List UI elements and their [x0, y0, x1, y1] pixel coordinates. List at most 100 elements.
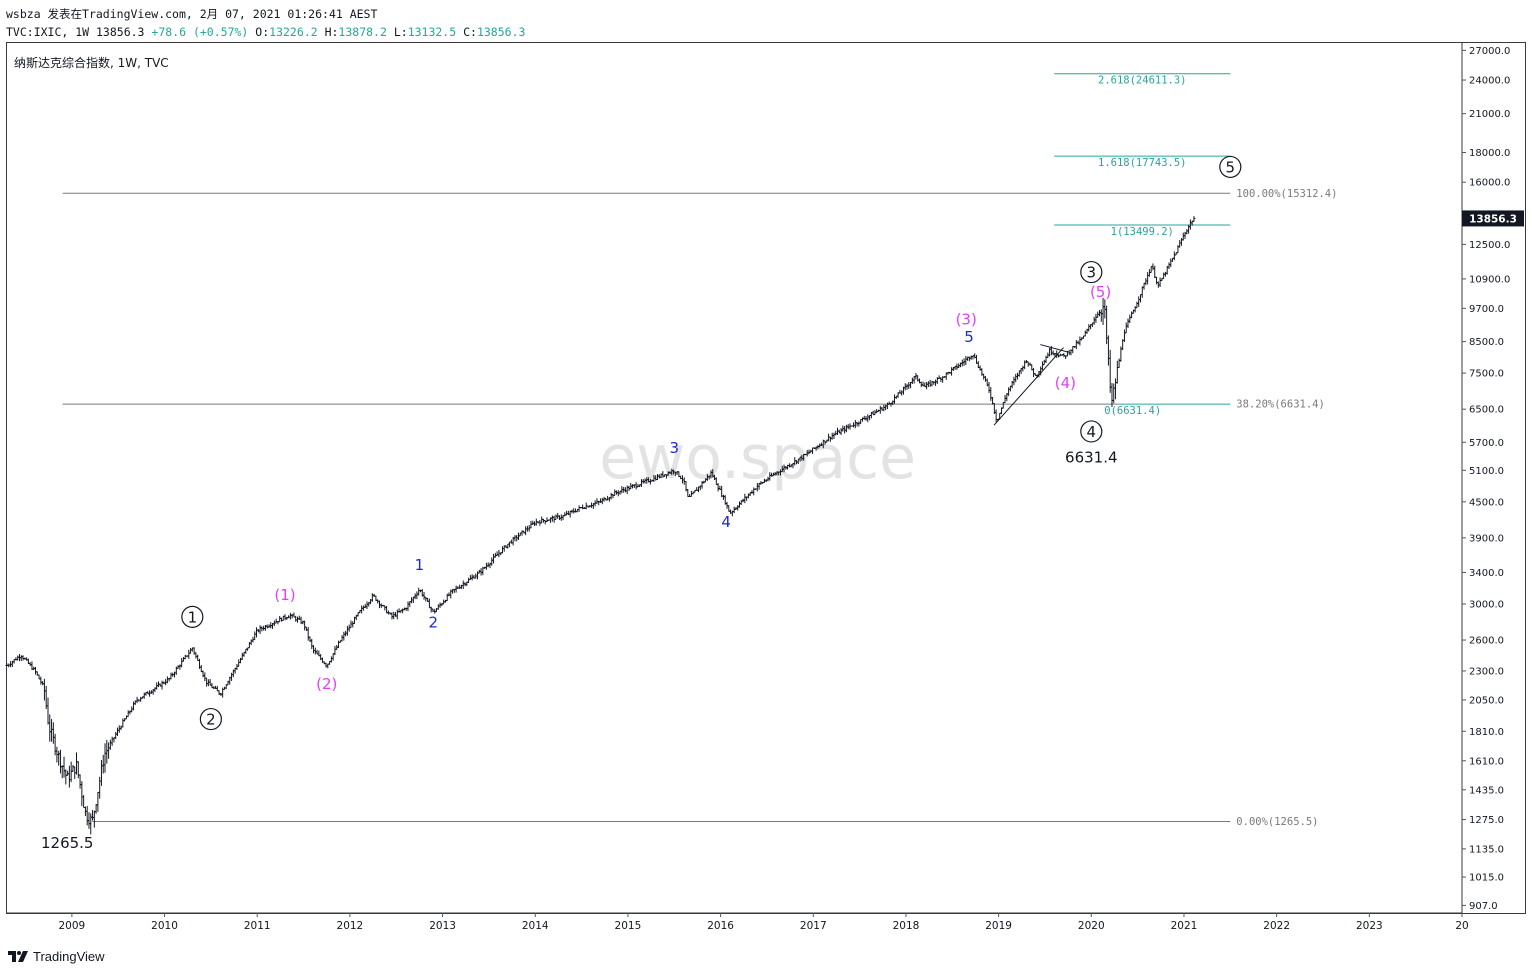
price-tick-label: 9700.0 [1469, 304, 1504, 315]
ohlc-bar [404, 607, 408, 611]
close-value: 13856.3 [476, 25, 526, 39]
price-tick-label: 1015.0 [1469, 873, 1504, 884]
ohlc-bar [964, 355, 968, 366]
ohlc-bar [19, 655, 23, 662]
ohlc-bar [249, 639, 253, 646]
ohlc-bar [101, 754, 105, 774]
ohlc-bar [454, 585, 458, 593]
ohlc-bar [609, 492, 613, 500]
low-label: L: [393, 25, 408, 39]
ohlc-bar [230, 672, 234, 681]
ohlc-bar [187, 649, 191, 659]
ohlc-bar [240, 652, 244, 660]
ohlc-bar [306, 626, 310, 641]
high-value: 13878.2 [338, 25, 387, 39]
ohlc-bar [46, 697, 50, 725]
ohlc-bar [64, 769, 68, 785]
ohlc-bar [351, 621, 355, 628]
ohlc-bar [329, 656, 333, 663]
trendline[interactable] [1040, 344, 1069, 353]
ohlc-bar [255, 627, 259, 638]
ohlc-bar [235, 664, 239, 671]
ohlc-bar [1007, 387, 1011, 396]
wave-label-sub: 2 [429, 614, 439, 632]
close-label: C: [463, 25, 477, 39]
ohlc-bar [955, 363, 959, 370]
ohlc-bar [21, 655, 25, 661]
ohlc-bar [91, 810, 95, 821]
ohlc-bar [96, 791, 100, 812]
time-tick-label: 2015 [615, 920, 642, 932]
ohlc-bar [283, 614, 287, 621]
wave-label-sub: 1 [415, 556, 425, 574]
wave-label-circled: 2 [206, 711, 216, 729]
ohlc-bar [67, 765, 71, 788]
ohlc-bar [1140, 286, 1144, 298]
low-value: 13132.5 [407, 25, 457, 39]
ohlc-bar [342, 631, 346, 641]
time-tick-label: 2018 [893, 920, 920, 932]
ohlc-bar [174, 666, 178, 675]
ohlc-bar [310, 638, 314, 650]
ohlc-bar [1188, 219, 1192, 230]
last-price-tag[interactable] [1462, 210, 1524, 227]
trendline[interactable] [993, 347, 1064, 426]
price-tick-label: 1610.0 [1469, 756, 1504, 767]
ohlc-bar [461, 580, 465, 589]
ohlc-bar [1114, 378, 1118, 400]
ohlc-bar [1179, 238, 1183, 246]
ohlc-bar [923, 382, 927, 388]
price-tick-label: 10900.0 [1469, 274, 1510, 285]
ohlc-bar [531, 520, 535, 525]
ohlc-bar [878, 406, 882, 414]
wave-label-sub: 4 [721, 513, 731, 531]
ohlc-bar [1133, 306, 1137, 313]
wave-label-circled: 3 [1087, 264, 1097, 282]
ohlc-bar [71, 764, 75, 772]
ohlc-bar [572, 508, 576, 514]
ohlc-bar [132, 701, 136, 711]
fib-level-label: 38.20%(6631.4) [1236, 399, 1325, 411]
price-tick-label: 3900.0 [1469, 533, 1504, 544]
ohlc-bar [882, 404, 886, 412]
fib-level-label: 0(6631.4) [1104, 405, 1161, 417]
ohlc-bar [192, 647, 196, 655]
ohlc-bar [206, 679, 210, 687]
ohlc-bar [1155, 276, 1159, 285]
symbol-label[interactable]: TVC:IXIC, 1W 13856.3 [6, 25, 145, 39]
ohlc-bar [331, 653, 335, 661]
ohlc-bar [971, 355, 975, 360]
ohlc-bar [1144, 278, 1148, 286]
footer-brand[interactable]: TradingView [33, 948, 105, 964]
price-tick-label: 24000.0 [1469, 76, 1510, 87]
ohlc-bar [99, 759, 103, 786]
ohlc-bar [1051, 350, 1055, 356]
ohlc-bar [278, 616, 282, 623]
ohlc-bar [415, 591, 419, 600]
ohlc-bar [606, 495, 610, 501]
ohlc-bar [1158, 277, 1162, 287]
ohlc-bar [78, 774, 82, 789]
ohlc-bar [115, 727, 119, 736]
ohlc-bar [1128, 314, 1132, 324]
high-label: H: [324, 25, 339, 39]
ohlc-bar [1087, 324, 1091, 332]
ohlc-bar [909, 381, 913, 389]
ohlc-bar [563, 512, 567, 517]
ohlc-bar [142, 692, 146, 699]
ohlc-bar [208, 678, 212, 686]
ohlc-bar [315, 649, 319, 655]
ohlc-bar [577, 505, 581, 513]
time-tick-label: 2019 [985, 920, 1012, 932]
ohlc-bar [1099, 309, 1103, 322]
ohlc-bar [545, 517, 549, 522]
ohlc-bar [468, 575, 472, 581]
ohlc-bar [1016, 372, 1020, 380]
ohlc-bar [476, 571, 480, 580]
ohlc-bar [274, 618, 278, 624]
ohlc-bar [1169, 258, 1173, 268]
ohlc-bar [1149, 266, 1153, 273]
ohlc-bar [124, 715, 128, 720]
ohlc-bar [1163, 271, 1167, 277]
